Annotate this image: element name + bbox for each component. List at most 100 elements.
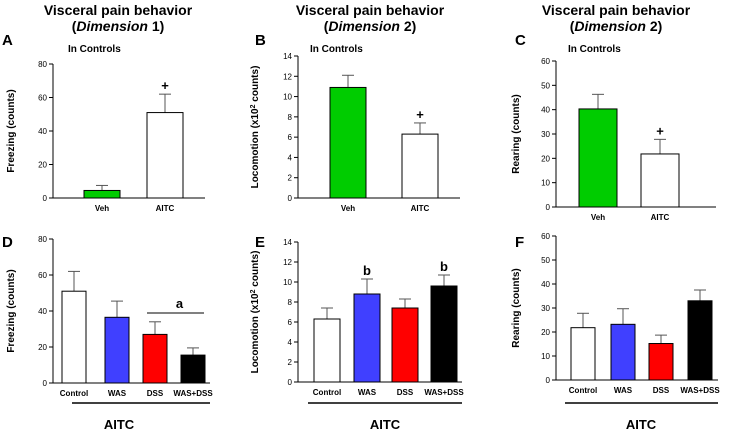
y-tick-label: 0 <box>43 194 48 203</box>
panel-b: B 0 2 4 6 8 10 12 14 Locomotion (x102 counts) In C… <box>250 32 460 213</box>
panel-a: A 0 20 40 60 80 Freezing (counts) In Controls Ve… <box>2 32 205 213</box>
category-label: Veh <box>95 204 109 213</box>
panel-letter: E <box>255 234 265 251</box>
group-label: AITC <box>370 417 401 432</box>
category-label: Veh <box>341 204 355 213</box>
category-label: AITC <box>411 204 430 213</box>
y-tick-label: 60 <box>38 94 47 103</box>
y-tick-label: 6 <box>288 318 293 327</box>
bar-veh <box>578 108 618 208</box>
title-dimension-2-rearing: Visceral pain behavior (Dimension 2) <box>542 2 691 34</box>
y-tick-label: 50 <box>541 81 550 90</box>
y-tick-label: 0 <box>546 203 551 212</box>
significance-marker: + <box>161 78 169 93</box>
bar-veh <box>83 189 121 199</box>
category-label: DSS <box>397 388 414 397</box>
significance-label: a <box>176 296 184 311</box>
y-tick-label: 4 <box>288 338 293 347</box>
panel-e: E 0 2 4 6 8 10 12 14 Locomotion (x102 counts) Cont… <box>250 234 465 432</box>
y-axis-label: Freezing (counts) <box>6 89 17 172</box>
panel-note: In Controls <box>310 44 363 55</box>
category-label: Control <box>313 388 341 397</box>
panel-c: C 0 10 20 30 40 50 60 Rearing (counts) In Control… <box>511 32 716 222</box>
category-label: Control <box>60 389 88 398</box>
y-tick-label: 20 <box>38 343 47 352</box>
bar-was-dss <box>180 354 206 384</box>
y-tick-label: 14 <box>283 238 292 247</box>
bar-dss <box>648 343 674 381</box>
title-line1: Visceral pain behavior <box>542 2 691 18</box>
category-label: WAS+DSS <box>173 389 213 398</box>
category-label: WAS+DSS <box>680 386 720 395</box>
y-tick-label: 10 <box>541 352 550 361</box>
y-tick-label: 20 <box>541 328 550 337</box>
bar-aitc <box>640 153 680 208</box>
bar-veh <box>329 86 367 199</box>
category-label: WAS <box>614 386 633 395</box>
y-tick-label: 2 <box>288 174 293 183</box>
bar-was <box>104 316 130 384</box>
bar-aitc <box>146 112 184 199</box>
title-dimension-2-locomotion: Visceral pain behavior (Dimension 2) <box>296 2 445 34</box>
bar-dss <box>391 307 419 383</box>
y-tick-label: 0 <box>288 194 293 203</box>
significance-marker: b <box>440 259 448 274</box>
title-line2: (Dimension 1) <box>72 18 165 34</box>
significance-marker: + <box>416 107 424 122</box>
y-tick-label: 12 <box>283 72 292 81</box>
panel-note: In Controls <box>68 44 121 55</box>
category-label: Veh <box>591 213 605 222</box>
y-tick-label: 30 <box>541 304 550 313</box>
y-tick-label: 12 <box>283 258 292 267</box>
y-tick-label: 14 <box>283 52 292 61</box>
y-tick-label: 60 <box>38 271 47 280</box>
category-label: DSS <box>653 386 670 395</box>
y-tick-label: 80 <box>38 235 47 244</box>
y-tick-label: 20 <box>541 154 550 163</box>
category-label: AITC <box>651 213 670 222</box>
bar-dss <box>142 333 168 384</box>
bar-was-dss <box>430 285 458 383</box>
y-axis-label: Freezing (counts) <box>6 269 17 352</box>
significance-marker: + <box>656 123 664 138</box>
category-label: DSS <box>147 389 164 398</box>
y-tick-label: 2 <box>288 358 293 367</box>
panel-letter: D <box>2 234 13 251</box>
y-tick-label: 60 <box>541 232 550 241</box>
y-tick-label: 40 <box>38 307 47 316</box>
y-tick-label: 10 <box>283 278 292 287</box>
y-tick-label: 50 <box>541 256 550 265</box>
y-tick-label: 60 <box>541 57 550 66</box>
category-label: WAS+DSS <box>424 388 464 397</box>
bar-was <box>353 293 381 383</box>
panel-f: F 0 10 20 30 40 50 60 Rearing (counts) Control WAS… <box>511 232 720 432</box>
y-tick-label: 10 <box>541 179 550 188</box>
panel-letter: C <box>515 32 526 49</box>
title-line1: Visceral pain behavior <box>296 2 445 18</box>
y-tick-label: 10 <box>283 93 292 102</box>
y-tick-label: 40 <box>38 127 47 136</box>
title-line1: Visceral pain behavior <box>44 2 193 18</box>
y-tick-label: 0 <box>546 376 551 385</box>
y-axis-label: Rearing (counts) <box>511 268 522 347</box>
y-tick-label: 6 <box>288 133 293 142</box>
title-line2: (Dimension 2) <box>324 18 417 34</box>
bar-control <box>61 290 87 384</box>
y-tick-label: 40 <box>541 106 550 115</box>
panel-d: D 0 20 40 60 80 Freezing (counts) Control WAS DSS… <box>2 234 213 432</box>
panel-note: In Controls <box>568 44 621 55</box>
bar-was-dss <box>687 300 713 381</box>
y-tick-label: 0 <box>43 379 48 388</box>
y-tick-label: 8 <box>288 298 293 307</box>
category-label: WAS <box>108 389 127 398</box>
category-label: Control <box>569 386 597 395</box>
title-line2: (Dimension 2) <box>570 18 663 34</box>
y-axis-label: Locomotion (x102 counts) <box>250 251 262 374</box>
y-axis-label: Rearing (counts) <box>511 94 522 173</box>
y-tick-label: 0 <box>288 378 293 387</box>
bar-control <box>570 327 596 381</box>
bar-was <box>610 323 636 381</box>
category-label: AITC <box>156 204 175 213</box>
y-tick-label: 8 <box>288 113 293 122</box>
